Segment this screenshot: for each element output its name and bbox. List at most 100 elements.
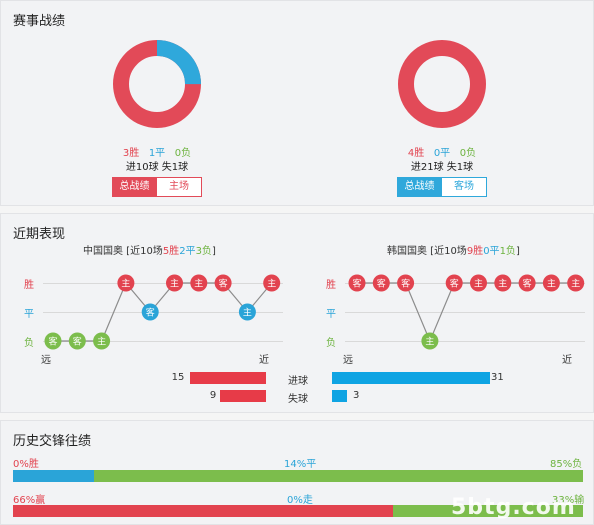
left-scored-value: 15: [171, 372, 185, 383]
form-match-marker: 主: [238, 303, 256, 321]
form-match-marker: 主: [494, 274, 512, 292]
form-match-dot: [372, 274, 390, 292]
left-far-label: 远: [41, 355, 51, 366]
form-match-marker: 客: [348, 274, 366, 292]
form-match-marker: 客: [68, 332, 86, 350]
watermark: 5btg.com: [451, 495, 576, 520]
left-record-donut: [113, 40, 201, 128]
row-label-win: 胜: [326, 280, 336, 291]
h2h-bar-segment: [13, 505, 393, 517]
season-record-panel: 赛事战绩 3胜 1平 0负 进10球 失1球 总战绩 主场 4胜 0平 0负 进…: [0, 0, 594, 206]
right-away-button[interactable]: 客场: [441, 177, 487, 197]
left-conceded-value: 9: [209, 390, 217, 401]
form-match-marker: 主: [117, 274, 135, 292]
form-trend-line: [357, 282, 576, 343]
form-match-dot: [518, 274, 536, 292]
h2h-lose-pct: 85%负: [550, 459, 583, 470]
left-record-summary: 3胜 1平 0负: [97, 144, 217, 159]
form-match-marker: 主: [421, 332, 439, 350]
right-goals-summary: 进21球 失1球: [410, 162, 474, 173]
form-venue-label: 客: [352, 278, 361, 290]
form-match-marker: 客: [372, 274, 390, 292]
head-to-head-panel: 历史交锋往绩 0%胜 14%平 85%负 66%赢 0%走 33%输 5btg.…: [0, 420, 594, 525]
form-venue-label: 客: [401, 278, 410, 290]
left-near-label: 近: [259, 355, 269, 366]
left-goals-summary: 进10球 失1球: [125, 162, 189, 173]
form-venue-label: 客: [146, 307, 155, 319]
right-record-summary: 4胜 0平 0负: [382, 144, 502, 159]
right-team-form-header: 韩国国奥 [近10场9胜0平1负]: [387, 246, 520, 257]
form-venue-label: 客: [377, 278, 386, 290]
form-trend-line: [53, 281, 273, 342]
left-team-form-header: 中国国奥 [近10场5胜2平3负]: [83, 246, 216, 257]
form-match-dot: [567, 274, 585, 292]
row-label-draw: 平: [24, 309, 34, 320]
form-venue-label: 客: [219, 278, 228, 290]
form-venue-label: 客: [73, 336, 82, 348]
right-team-name: 韩国国奥: [387, 246, 427, 257]
form-venue-label: 主: [121, 278, 130, 290]
form-match-dot: [190, 274, 208, 292]
left-win-count: 3胜: [122, 148, 140, 159]
right-near-label: 近: [562, 355, 572, 366]
form-venue-label: 客: [523, 278, 532, 290]
form-match-marker: 主: [263, 274, 281, 292]
right-total-record-button[interactable]: 总战绩: [397, 177, 442, 197]
right-scored-bar: [332, 372, 491, 384]
form-venue-label: 主: [425, 336, 434, 348]
form-match-marker: 主: [567, 274, 585, 292]
row-label-draw: 平: [326, 309, 336, 320]
form-match-dot: [348, 274, 366, 292]
section-title: 近期表现: [13, 227, 66, 242]
form-match-dot: [494, 274, 512, 292]
form-match-dot: [44, 332, 62, 350]
h2h-handicap-win-pct: 66%赢: [13, 495, 46, 506]
form-match-marker: 主: [542, 274, 560, 292]
form-venue-label: 客: [48, 336, 57, 348]
form-match-dot: [68, 332, 86, 350]
right-conceded-bar: [332, 390, 348, 402]
row-label-lose: 负: [326, 338, 336, 349]
h2h-bar-segment: [393, 505, 583, 517]
form-venue-label: 客: [450, 278, 459, 290]
left-total-record-button[interactable]: 总战绩: [112, 177, 157, 197]
form-venue-label: 主: [571, 278, 580, 290]
left-grid-win: [43, 283, 283, 284]
form-match-marker: 主: [166, 274, 183, 292]
goals-conceded-label: 失球: [288, 394, 308, 405]
donut-draw-arc: [113, 40, 201, 128]
h2h-handicap-push-pct: 0%走: [287, 495, 313, 506]
left-grid-lose: [43, 341, 283, 342]
form-match-marker: 客: [518, 274, 536, 292]
form-match-marker: 客: [445, 274, 463, 292]
left-scored-bar: [189, 372, 266, 384]
form-venue-label: 主: [547, 278, 556, 290]
form-venue-label: 主: [498, 278, 507, 290]
form-venue-label: 主: [243, 307, 252, 319]
form-match-dot: [470, 274, 487, 292]
h2h-bar-segment: [13, 470, 94, 482]
right-grid-lose: [345, 341, 585, 342]
form-match-marker: 客: [214, 274, 232, 292]
right-scored-value: 31: [491, 372, 504, 383]
right-form-chart: 客客客主客主主客主主: [348, 274, 585, 350]
left-home-button[interactable]: 主场: [156, 177, 202, 197]
right-conceded-value: 3: [353, 390, 360, 401]
recent-form-panel: 近期表现 中国国奥 [近10场5胜2平3负] 韩国国奥 [近10场9胜0平1负]…: [0, 213, 594, 413]
form-match-dot: [263, 274, 281, 292]
right-grid-draw: [345, 312, 585, 313]
left-draw-count: 1平: [148, 148, 166, 159]
row-label-win: 胜: [24, 280, 34, 291]
row-label-lose: 负: [24, 338, 34, 349]
h2h-bar-segment: [93, 470, 583, 482]
form-match-marker: 客: [44, 332, 62, 350]
right-draw-count: 0平: [433, 148, 451, 159]
form-match-dot: [421, 332, 439, 350]
form-match-dot: [117, 274, 135, 292]
form-match-marker: 主: [470, 274, 487, 292]
form-venue-label: 主: [97, 336, 106, 348]
section-title: 赛事战绩: [13, 14, 66, 29]
right-far-label: 远: [343, 355, 353, 366]
form-match-dot: [141, 303, 159, 321]
left-conceded-bar: [220, 390, 266, 402]
